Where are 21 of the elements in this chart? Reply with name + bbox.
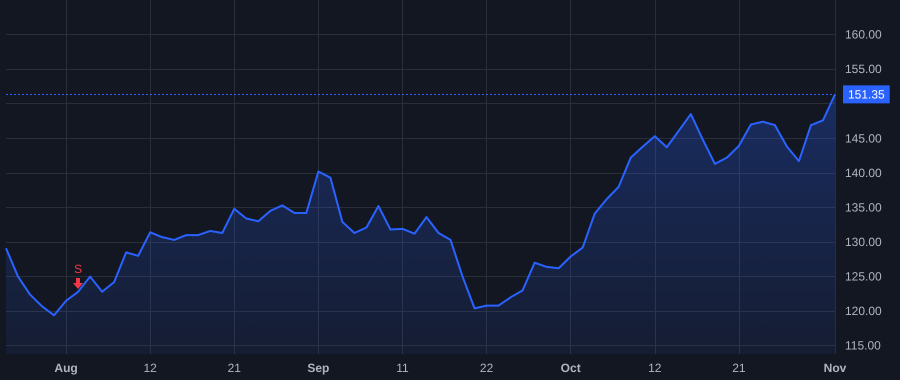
y-tick-label: 160.00 [845,28,882,42]
annotation: S [74,262,82,276]
y-tick-label: 145.00 [845,131,882,146]
x-tick-label: 11 [396,361,410,375]
y-tick-label: 135.00 [845,200,882,214]
x-tick-label: Nov [824,361,847,375]
y-tick-label: 155.00 [845,62,882,76]
x-tick-label: 12 [648,361,662,375]
x-tick-label: Oct [560,361,581,375]
x-tick-label: Sep [307,361,330,375]
y-tick-label: 130.00 [845,234,882,249]
x-tick-label: Aug [54,361,78,375]
x-tick-label: 12 [143,361,158,375]
x-tick-label: 21 [228,361,242,375]
x-tick-label: 22 [480,361,494,375]
x-tick-label: 21 [732,361,746,375]
y-tick-label: 125.00 [845,270,882,284]
y-tick-label: 140.00 [845,166,882,180]
y-tick-label: 120.00 [845,304,882,318]
ref-line-label: 151.35 [848,87,886,102]
y-tick-label: 115.00 [845,338,882,353]
